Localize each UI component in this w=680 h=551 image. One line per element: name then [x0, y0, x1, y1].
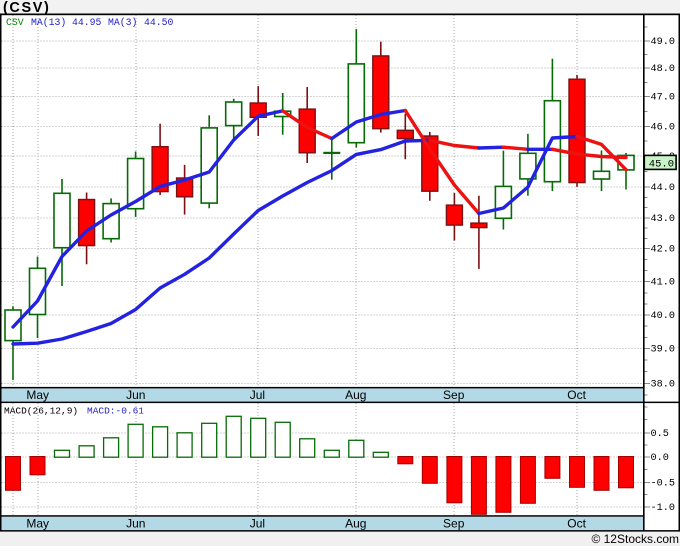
svg-text:44.50: 44.50 [144, 17, 174, 28]
svg-text:May: May [26, 388, 49, 402]
svg-text:MA(13): MA(13) [31, 17, 66, 28]
svg-text:42.0: 42.0 [651, 245, 675, 256]
svg-text:© 12Stocks.com: © 12Stocks.com [591, 532, 679, 546]
svg-text:44.95: 44.95 [72, 17, 102, 28]
svg-text:Jul: Jul [250, 517, 265, 531]
svg-text:45.0: 45.0 [649, 159, 674, 171]
svg-text:38.0: 38.0 [651, 379, 675, 390]
svg-text:0.0: 0.0 [651, 453, 669, 464]
svg-text:47.0: 47.0 [651, 93, 675, 104]
svg-text:Jun: Jun [126, 517, 145, 531]
svg-text:May: May [26, 517, 49, 531]
svg-text:Jun: Jun [126, 388, 145, 402]
svg-text:-0.5: -0.5 [651, 478, 675, 489]
svg-text:43.0: 43.0 [651, 214, 675, 225]
svg-text:40.0: 40.0 [651, 311, 675, 322]
svg-text:Aug: Aug [345, 388, 366, 402]
svg-text:Oct: Oct [567, 517, 586, 531]
svg-text:MACD(26,12,9): MACD(26,12,9) [4, 406, 78, 417]
svg-text:CSV: CSV [6, 17, 24, 28]
svg-text:MACD:-0.61: MACD:-0.61 [87, 406, 144, 417]
svg-text:MA(3): MA(3) [108, 17, 137, 28]
svg-text:Jul: Jul [250, 388, 265, 402]
svg-text:49.0: 49.0 [651, 37, 675, 48]
svg-text:Sep: Sep [443, 388, 465, 402]
svg-text:-1.0: -1.0 [651, 503, 675, 514]
svg-text:46.0: 46.0 [651, 122, 675, 133]
svg-text:Aug: Aug [345, 517, 366, 531]
svg-text:41.0: 41.0 [651, 278, 675, 289]
svg-text:0.5: 0.5 [651, 429, 669, 440]
svg-text:Sep: Sep [443, 517, 465, 531]
svg-text:39.0: 39.0 [651, 344, 675, 355]
svg-text:44.0: 44.0 [651, 183, 675, 194]
svg-text:48.0: 48.0 [651, 64, 675, 75]
svg-text:Oct: Oct [567, 388, 586, 402]
